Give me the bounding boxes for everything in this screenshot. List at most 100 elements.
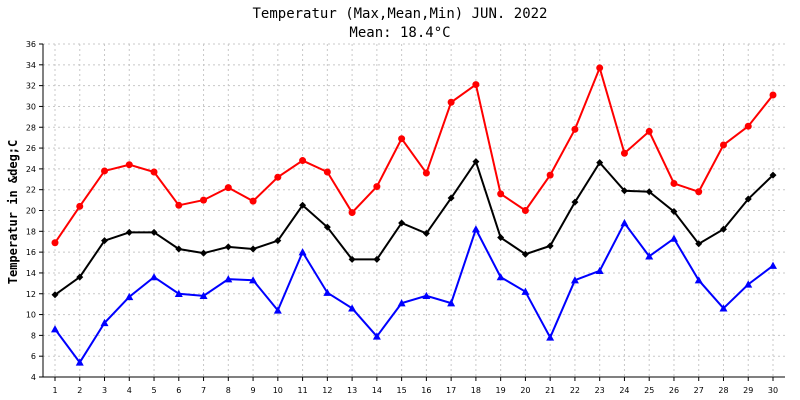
- x-tick-label: 10: [273, 386, 283, 395]
- data-point: [620, 218, 629, 227]
- series-circle: [51, 64, 777, 247]
- y-axis-label: Temperatur in &deg;C: [6, 140, 20, 285]
- chart-subtitle: Mean: 18.4°C: [349, 25, 450, 41]
- data-point: [645, 252, 654, 260]
- data-point: [249, 245, 257, 253]
- y-tick-label: 6: [31, 352, 36, 361]
- data-point: [497, 190, 505, 198]
- data-point: [397, 299, 406, 307]
- data-point: [51, 291, 59, 299]
- y-tick-label: 22: [26, 186, 36, 195]
- data-point: [769, 91, 777, 99]
- data-point: [471, 225, 480, 233]
- x-tick-label: 7: [201, 386, 206, 395]
- data-point: [199, 291, 208, 300]
- data-point: [546, 333, 555, 341]
- y-tick-label: 28: [26, 123, 36, 132]
- data-point: [571, 198, 579, 206]
- y-tick-label: 32: [26, 82, 36, 91]
- data-point: [596, 159, 604, 167]
- data-point: [521, 207, 529, 214]
- data-point: [372, 332, 381, 340]
- y-tick-label: 12: [26, 290, 36, 299]
- data-point: [76, 202, 84, 210]
- x-tick-label: 9: [251, 386, 256, 395]
- data-point: [422, 291, 431, 300]
- data-point: [744, 280, 753, 288]
- data-point: [670, 179, 678, 187]
- data-point: [596, 64, 604, 72]
- data-point: [125, 228, 133, 236]
- data-point: [75, 358, 84, 366]
- data-point: [323, 288, 332, 296]
- y-tick-label: 20: [26, 207, 36, 216]
- data-point: [224, 243, 232, 251]
- data-point: [521, 287, 530, 295]
- x-tick-label: 19: [496, 386, 506, 395]
- x-tick-label: 30: [768, 386, 778, 395]
- x-tick-label: 24: [619, 386, 629, 395]
- data-point: [645, 188, 653, 196]
- data-point: [249, 197, 257, 205]
- data-point: [175, 201, 183, 209]
- data-point: [595, 266, 604, 275]
- x-tick-label: 4: [127, 386, 132, 395]
- data-point: [472, 81, 480, 89]
- data-point: [273, 306, 282, 314]
- data-point: [570, 276, 579, 284]
- data-point: [497, 234, 505, 242]
- data-point: [174, 289, 183, 297]
- data-point: [101, 237, 109, 245]
- data-point: [298, 248, 307, 256]
- x-tick-label: 5: [151, 386, 156, 395]
- data-point: [299, 201, 307, 209]
- data-point: [373, 255, 381, 263]
- x-tick-label: 1: [52, 386, 57, 395]
- y-tick-label: 36: [26, 40, 36, 49]
- x-tick-label: 21: [545, 386, 555, 395]
- data-point: [521, 250, 529, 258]
- y-tick-label: 4: [31, 373, 36, 382]
- data-point: [150, 228, 158, 236]
- data-point: [496, 273, 505, 281]
- x-tick-label: 13: [347, 386, 357, 395]
- y-tick-label: 8: [31, 331, 36, 340]
- data-point: [348, 255, 356, 263]
- y-tick-label: 16: [26, 248, 36, 257]
- data-point: [669, 234, 678, 242]
- x-tick-label: 18: [471, 386, 481, 395]
- data-point: [200, 249, 208, 257]
- x-tick-label: 2: [77, 386, 82, 395]
- data-point: [125, 292, 134, 301]
- data-point: [744, 122, 752, 130]
- x-tick-label: 6: [176, 386, 181, 395]
- data-point: [299, 157, 307, 165]
- data-point: [447, 299, 456, 307]
- data-point: [546, 242, 554, 250]
- data-point: [373, 183, 381, 191]
- x-tick-label: 27: [694, 386, 704, 395]
- x-tick-label: 22: [570, 386, 580, 395]
- data-point: [744, 195, 752, 203]
- data-point: [224, 184, 232, 192]
- data-point: [694, 276, 703, 284]
- data-point: [224, 275, 233, 283]
- series-line: [54, 159, 774, 296]
- data-point: [150, 168, 158, 176]
- data-point: [274, 173, 282, 181]
- y-tick-label: 14: [26, 269, 36, 278]
- series-diamond: [51, 158, 777, 299]
- data-point: [422, 169, 430, 177]
- data-point: [274, 237, 282, 245]
- data-point: [571, 125, 579, 133]
- data-point: [645, 127, 653, 135]
- x-tick-label: 28: [718, 386, 728, 395]
- x-tick-label: 15: [397, 386, 407, 395]
- data-point: [719, 141, 727, 149]
- x-tick-label: 17: [446, 386, 456, 395]
- chart-title: Temperatur (Max,Mean,Min) JUN. 2022: [252, 6, 547, 22]
- data-point: [769, 261, 777, 269]
